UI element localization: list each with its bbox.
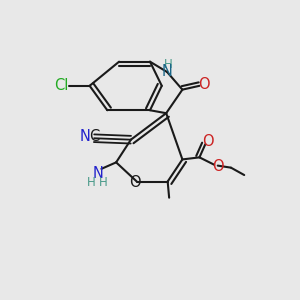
Text: H: H [164, 58, 172, 70]
Text: H: H [87, 176, 95, 190]
Text: C: C [89, 129, 99, 144]
Text: H: H [99, 176, 108, 190]
Text: O: O [212, 159, 224, 174]
Text: N: N [92, 166, 103, 181]
Text: N: N [162, 64, 172, 80]
Text: O: O [202, 134, 214, 149]
Text: O: O [198, 77, 210, 92]
Text: O: O [130, 176, 141, 190]
Text: Cl: Cl [55, 78, 69, 93]
Text: N: N [79, 129, 90, 144]
